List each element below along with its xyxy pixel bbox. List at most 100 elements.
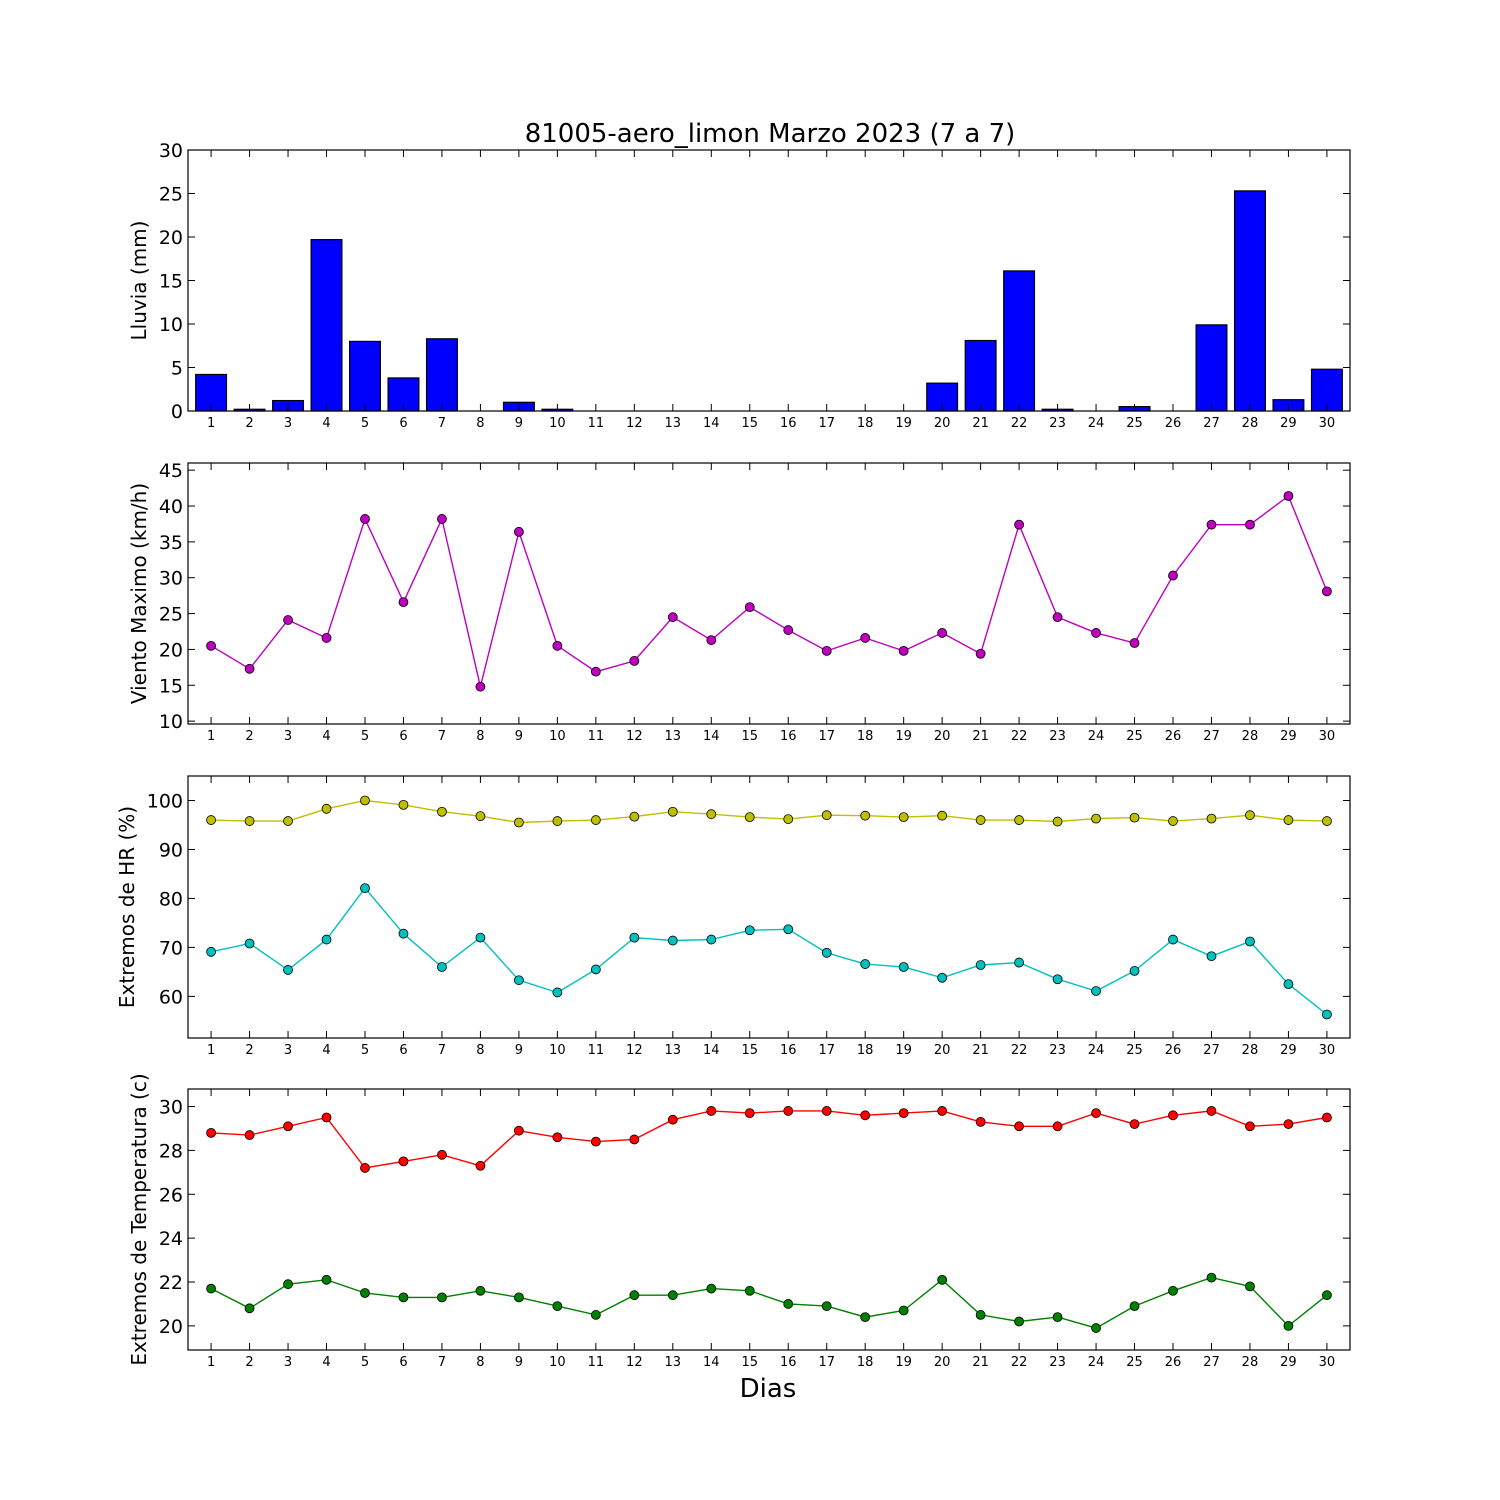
x-tick-label: 28 [1242,729,1259,744]
y-tick-label: 60 [159,986,183,1008]
data-point [1283,815,1294,825]
data-point [1052,816,1063,827]
x-tick-label: 26 [1165,1355,1182,1370]
x-tick-label: 18 [857,1355,874,1370]
y-tick-label: 20 [159,1316,183,1338]
x-tick-label: 6 [399,1043,407,1058]
x-tick-label: 11 [588,1355,605,1370]
data-point [398,1292,409,1303]
x-tick-label: 20 [934,1355,951,1370]
x-tick-label: 14 [703,729,720,744]
data-point [244,816,255,826]
y-tick-label: 20 [159,639,183,661]
x-tick-label: 21 [972,729,989,744]
data-point [1052,612,1063,623]
x-tick-label: 15 [741,729,758,744]
data-point [1245,810,1255,821]
x-tick-label: 13 [665,416,682,431]
x-tick-label: 10 [549,416,566,431]
data-point [1206,1106,1217,1116]
x-tick-label: 5 [361,1355,369,1370]
data-point [360,1288,370,1298]
data-point [898,645,909,656]
data-point [937,1106,948,1116]
y-axis-label: Extremos de HR (%) [115,806,139,1008]
x-tick-label: 21 [972,1043,989,1058]
x-tick-label: 15 [741,416,758,431]
data-point [590,1310,601,1320]
bar [349,340,381,412]
y-tick-label: 25 [159,184,183,206]
x-tick-label: 6 [399,1355,407,1370]
data-point [475,932,486,943]
x-tick-label: 15 [741,1043,758,1058]
x-tick-label: 29 [1280,416,1297,431]
data-point [475,681,486,692]
y-tick-label: 15 [159,675,183,697]
data-point [821,1301,832,1312]
y-tick-label: 26 [159,1184,183,1206]
data-point [821,645,832,656]
data-point [590,964,601,975]
data-point [667,935,678,946]
data-point [744,602,755,613]
x-tick-label: 29 [1280,729,1297,744]
axes-frame [187,462,1351,725]
data-point [514,526,524,537]
data-point [590,815,601,825]
x-tick-label: 4 [322,416,330,431]
y-tick-label: 70 [159,937,183,959]
data-point [667,1290,678,1301]
data-point [975,1310,986,1320]
data-point [744,812,755,823]
data-point [321,803,332,814]
x-tick-label: 24 [1088,1355,1105,1370]
x-tick-label: 21 [972,416,989,431]
x-tick-label: 10 [549,1043,566,1058]
y-tick-label: 30 [159,1097,183,1119]
x-tick-label: 9 [515,1355,523,1370]
x-tick-label: 4 [322,729,330,744]
data-point [360,795,370,806]
x-tick-label: 17 [818,1355,835,1370]
data-point [206,946,216,957]
x-tick-label: 25 [1126,1355,1143,1370]
data-point [283,816,293,826]
x-tick-label: 16 [780,1043,797,1058]
x-tick-label: 19 [895,1355,912,1370]
data-point [437,1292,447,1303]
x-tick-label: 27 [1203,1355,1220,1370]
data-point [1322,586,1332,597]
y-tick-label: 40 [159,496,183,518]
data-point [1168,934,1178,945]
x-tick-label: 2 [245,1043,253,1058]
data-point [552,1301,563,1312]
data-point [706,635,717,646]
x-tick-label: 3 [284,1043,292,1058]
x-tick-label: 27 [1203,729,1220,744]
data-point [937,972,948,983]
x-tick-label: 1 [207,1355,215,1370]
x-tick-label: 2 [245,1355,253,1370]
x-tick-label: 20 [934,416,951,431]
data-point [1129,1119,1140,1129]
x-tick-label: 12 [626,1043,643,1058]
x-tick-label: 16 [780,416,797,431]
data-point [898,1305,909,1316]
data-point [1014,519,1024,530]
data-point [1283,491,1294,501]
data-point [398,928,409,939]
x-tick-label: 1 [207,729,215,744]
data-point [1091,813,1101,824]
data-point [1052,1121,1063,1132]
data-point [860,810,871,821]
data-point [475,811,486,822]
data-point [360,1163,370,1173]
x-tick-label: 30 [1319,416,1336,431]
x-tick-label: 18 [857,729,874,744]
data-point [398,1156,409,1167]
x-tick-label: 11 [588,729,605,744]
x-tick-label: 17 [818,416,835,431]
